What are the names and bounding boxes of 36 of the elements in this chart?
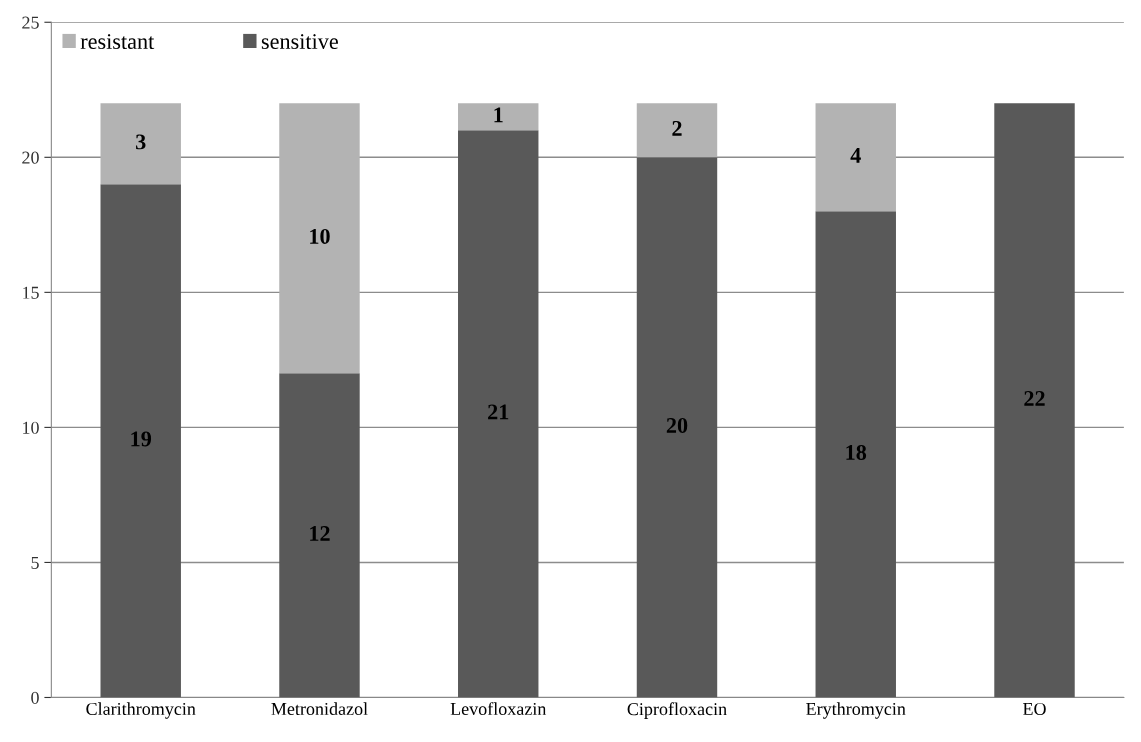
- y-tick-label: 0: [31, 691, 39, 704]
- bar: [100, 103, 181, 185]
- y-tick-label: 10: [23, 421, 39, 434]
- y-tick-label: 25: [22, 16, 39, 29]
- data-label: 2: [672, 120, 682, 136]
- data-label: 4: [850, 148, 861, 163]
- data-label: 1: [494, 107, 503, 123]
- data-label: 3: [136, 134, 146, 150]
- data-label: 10: [310, 228, 330, 244]
- x-tick-label: Clarithromycin: [86, 702, 196, 719]
- y-tick-label: 5: [31, 556, 39, 569]
- data-label: 22: [1024, 391, 1045, 406]
- legend-label: sensitive: [261, 34, 338, 50]
- bar: [815, 103, 896, 212]
- x-tick-label: Metronidazol: [271, 702, 368, 716]
- bar: [636, 103, 718, 158]
- x-tick-label: Ciprofloxacin: [627, 702, 727, 719]
- data-label: 21: [488, 404, 509, 420]
- bar: [279, 103, 360, 374]
- data-label: 12: [310, 526, 330, 541]
- bar: [100, 184, 181, 698]
- bar: [279, 373, 360, 698]
- x-tick-label: EO: [1022, 702, 1046, 716]
- data-label: 19: [131, 431, 152, 447]
- bar: [815, 211, 896, 698]
- x-tick-label: Erythromycin: [806, 702, 906, 719]
- bar: [994, 103, 1075, 698]
- x-tick-label: Levofloxazin: [450, 702, 547, 716]
- data-label: 18: [846, 444, 867, 460]
- bar: [636, 157, 718, 698]
- y-tick-label: 20: [22, 151, 39, 164]
- bar: [458, 103, 539, 131]
- data-label: 20: [666, 417, 688, 433]
- legend-label: resistant: [80, 34, 155, 50]
- y-tick-label: 15: [23, 286, 39, 299]
- bar: [458, 130, 539, 698]
